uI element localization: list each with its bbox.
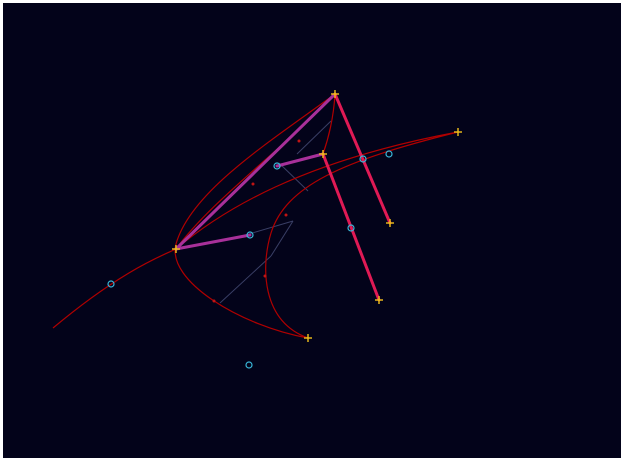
curve-dot: [263, 274, 267, 278]
vector-canvas-svg[interactable]: [3, 3, 621, 459]
polygon-edge[interactable]: [275, 152, 325, 168]
bezier-curve-loop-outer[interactable]: [174, 93, 336, 339]
guide-line: [248, 220, 294, 235]
curve-dot: [284, 213, 288, 217]
control-polygon: [174, 92, 337, 251]
curve-sample-dots: [212, 139, 301, 303]
control-point[interactable]: [245, 361, 253, 369]
guide-line: [278, 162, 309, 192]
control-point[interactable]: [385, 150, 393, 158]
guide-line: [296, 120, 332, 155]
bezier-curve-short[interactable]: [322, 93, 336, 155]
control-point[interactable]: [107, 280, 115, 288]
control-point[interactable]: [246, 231, 254, 239]
anchor-marker[interactable]: [172, 245, 180, 253]
anchor-marker[interactable]: [454, 128, 462, 136]
guide-line: [270, 220, 294, 257]
control-point[interactable]: [273, 162, 281, 170]
curves: [52, 93, 459, 339]
highlight-segments: [321, 92, 392, 302]
anchor-marker[interactable]: [331, 90, 339, 98]
anchor-marker[interactable]: [375, 296, 383, 304]
polygon-edge[interactable]: [174, 92, 337, 251]
polygon-edge[interactable]: [174, 233, 252, 251]
guide-line: [219, 255, 272, 304]
control-points: [107, 150, 393, 369]
curve-dot: [297, 139, 301, 143]
guide-lines: [219, 120, 332, 304]
highlight-segment[interactable]: [333, 92, 392, 225]
anchor-points: [172, 90, 462, 342]
bezier-curve-long[interactable]: [52, 131, 459, 329]
anchor-marker[interactable]: [386, 219, 394, 227]
curve-dot: [212, 299, 216, 303]
control-point[interactable]: [347, 224, 355, 232]
curve-dot: [251, 182, 255, 186]
bezier-curve-loop-inner[interactable]: [265, 131, 459, 339]
anchor-marker[interactable]: [304, 334, 312, 342]
highlight-segment[interactable]: [321, 152, 381, 302]
anchor-marker[interactable]: [319, 150, 327, 158]
control-point[interactable]: [359, 155, 367, 163]
